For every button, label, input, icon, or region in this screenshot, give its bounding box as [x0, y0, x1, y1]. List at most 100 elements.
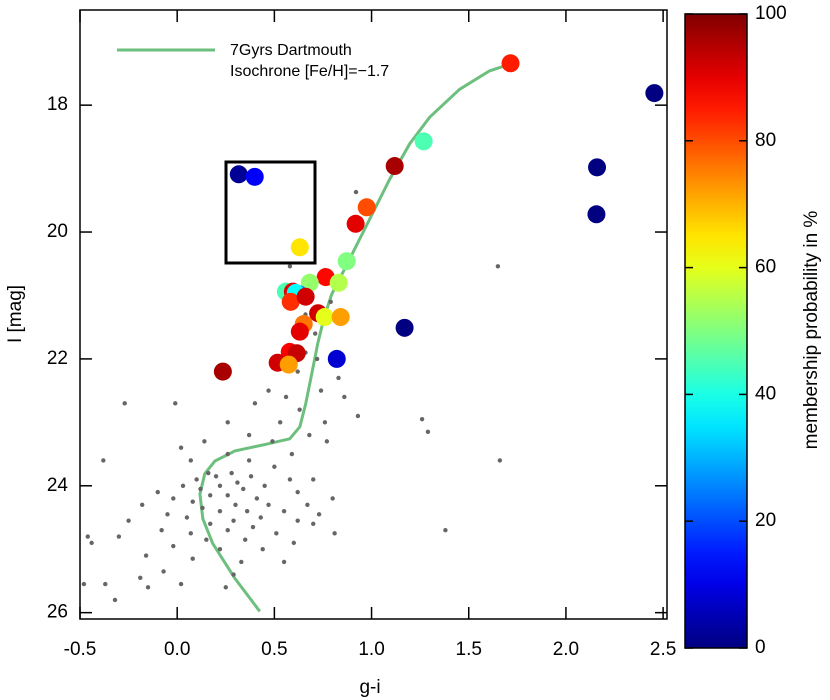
field-star [223, 585, 228, 590]
field-star [316, 512, 322, 517]
x-tick-label: 1.0 [358, 639, 384, 660]
colorbar-tick-label: 60 [755, 257, 776, 278]
field-star [311, 477, 316, 482]
field-star [243, 537, 248, 542]
member-star [290, 322, 309, 341]
field-star [178, 581, 184, 587]
field-star [229, 470, 234, 476]
field-star [252, 401, 258, 406]
field-star [246, 432, 252, 438]
member-star [245, 167, 264, 186]
field-star [419, 416, 425, 422]
field-star [188, 458, 193, 463]
field-star [332, 531, 337, 536]
field-star [270, 439, 275, 444]
field-star [233, 502, 238, 508]
member-star [290, 238, 309, 257]
field-star [314, 356, 320, 362]
field-star [184, 515, 190, 520]
x-tick-label: 2.0 [553, 639, 579, 660]
plot-area [81, 54, 664, 613]
field-star [328, 299, 333, 305]
field-star [283, 394, 289, 400]
field-star [198, 486, 203, 492]
colorbar-label: membership probability in % [801, 211, 822, 450]
y-tick-label: 24 [47, 475, 69, 496]
field-star [266, 502, 271, 508]
field-star [307, 432, 312, 438]
field-star [194, 477, 199, 482]
field-star [145, 585, 151, 590]
member-star [645, 84, 664, 103]
colorbar-tick-label: 40 [755, 383, 776, 404]
member-star [346, 214, 365, 233]
field-star [295, 369, 300, 374]
field-star [246, 458, 252, 463]
field-star [231, 518, 236, 523]
highlight-box [224, 160, 317, 265]
x-tick-label: 1.5 [456, 639, 482, 660]
field-star [85, 534, 90, 539]
field-star [217, 547, 223, 552]
field-star [295, 518, 300, 523]
member-star [296, 287, 315, 306]
field-star [112, 597, 118, 603]
field-star [188, 531, 193, 536]
field-star [281, 508, 287, 514]
field-star [291, 540, 297, 546]
y-tick-label: 20 [47, 221, 68, 242]
field-star [244, 508, 250, 514]
field-star [180, 483, 186, 488]
member-star [279, 355, 298, 374]
field-star [208, 521, 213, 527]
field-star [143, 553, 149, 558]
x-tick-label: -0.5 [64, 639, 97, 660]
field-star [231, 572, 236, 577]
x-tick-label: 0.0 [164, 639, 190, 660]
field-star [248, 474, 254, 479]
field-star [262, 483, 267, 488]
field-star [497, 458, 503, 463]
field-star [161, 569, 166, 574]
member-star [395, 318, 414, 337]
field-star [443, 527, 448, 533]
field-star [425, 429, 431, 435]
field-star [235, 480, 240, 485]
y-tick-label: 18 [47, 94, 68, 115]
field-star [278, 420, 283, 425]
field-star [254, 496, 260, 501]
isochrone-line [198, 62, 512, 613]
member-star [588, 158, 607, 177]
member-star [501, 54, 520, 73]
field-star [178, 445, 184, 450]
field-star [353, 189, 359, 195]
field-star [322, 420, 328, 425]
field-star [312, 331, 318, 336]
member-star [329, 273, 348, 292]
y-tick-label: 26 [47, 602, 68, 623]
field-star [139, 502, 145, 508]
field-star [126, 518, 131, 523]
field-star [289, 451, 295, 457]
x-tick-label: 0.5 [261, 639, 287, 660]
field-star [318, 388, 324, 393]
field-star [101, 458, 106, 463]
member-star [385, 157, 404, 176]
field-star [225, 493, 230, 498]
member-star [357, 198, 376, 217]
field-star [81, 581, 87, 587]
member-star [331, 308, 350, 327]
colorbar-tick-label: 20 [755, 510, 776, 531]
member-star [213, 362, 232, 381]
y-axis-label: I [mag] [5, 285, 26, 343]
member-star [315, 308, 334, 327]
field-star [305, 502, 310, 508]
field-star [281, 559, 287, 565]
field-star [355, 413, 361, 419]
field-star [495, 264, 501, 269]
field-star [171, 496, 176, 501]
member-star [327, 349, 346, 368]
x-axis-label: g-i [359, 677, 380, 698]
field-star [287, 264, 293, 269]
